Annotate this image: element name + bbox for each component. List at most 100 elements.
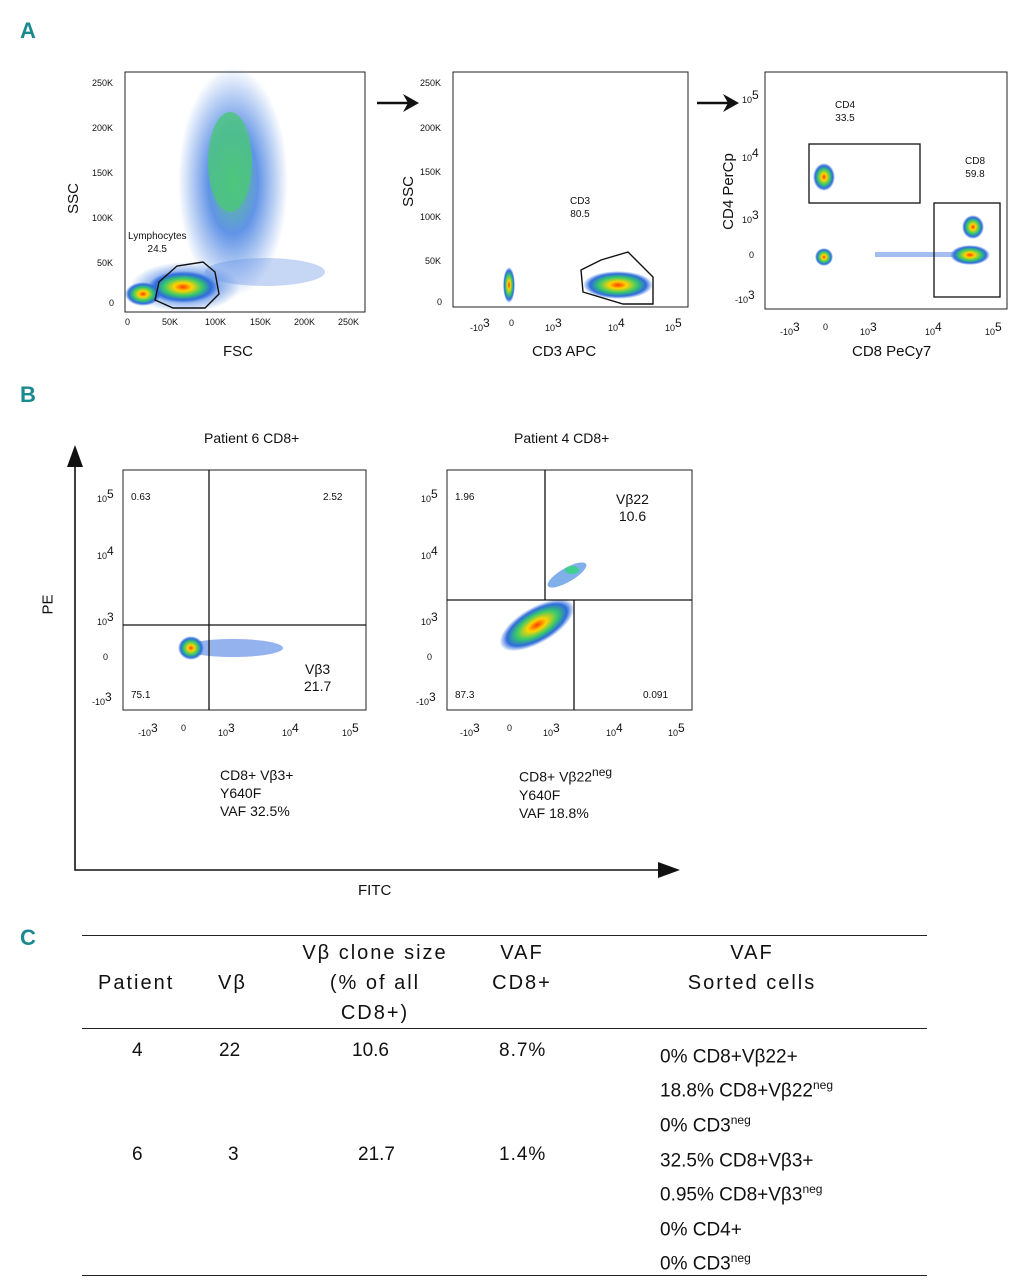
xtick: 0: [823, 322, 829, 332]
table-top-rule: [82, 935, 927, 936]
table-header-rule: [82, 1028, 927, 1029]
xtick: -103: [780, 320, 800, 337]
header-patient: Patient: [98, 972, 175, 994]
ytick: 150K: [420, 167, 442, 177]
xtick: 0: [125, 317, 131, 327]
ytick: 103: [421, 610, 438, 627]
xtick: 105: [668, 721, 685, 738]
ytick: 104: [421, 544, 438, 561]
plotB2-note: CD8+ Vβ22neg Y640F VAF 18.8%: [519, 765, 613, 821]
table-cell-clone: 10.6: [352, 1040, 389, 1061]
xtick: 150K: [250, 317, 272, 327]
ytick: 0: [427, 652, 433, 662]
xtick: 250K: [338, 317, 360, 327]
xtick: 103: [545, 316, 562, 333]
plot-title-patient4: Patient 4 CD8+: [514, 430, 610, 446]
ytick: 0: [437, 297, 443, 307]
xtick: 105: [665, 316, 682, 333]
xtick: 105: [985, 320, 1002, 337]
quadrant-ur-value: 2.52: [323, 492, 343, 503]
quadrant-ul-value: 1.96: [455, 492, 475, 503]
ytick: 200K: [92, 123, 114, 133]
xtick: -103: [138, 721, 158, 738]
gate-cd3-label: CD3 80.5: [570, 196, 591, 220]
y-axis-title: CD4 PerCp: [719, 153, 737, 230]
plot-title-patient6: Patient 6 CD8+: [204, 430, 300, 446]
xtick: 200K: [294, 317, 316, 327]
header-vaf-cd8: VAF CD8+: [492, 942, 552, 994]
table-cell-sorted: 32.5% CD8+Vβ3+ 0.95% CD8+Vβ3neg 0% CD4+ …: [660, 1150, 823, 1275]
xtick: -103: [460, 721, 480, 738]
panel-label-b: B: [20, 382, 36, 407]
ytick: 0: [109, 298, 115, 308]
table-cell-vaf: 8.7%: [499, 1040, 547, 1061]
axes-arrows: [67, 445, 680, 878]
scatter-plot-cd3-ssc: [452, 71, 689, 308]
table-cell-patient: 4: [132, 1040, 143, 1061]
ytick: 50K: [97, 258, 114, 268]
ytick: 250K: [420, 78, 442, 88]
xtick: -103: [470, 316, 490, 333]
xtick: 0: [509, 318, 515, 328]
table-cell-vb: 3: [228, 1144, 239, 1165]
ytick: -103: [735, 288, 755, 305]
arrow-right-icon: [377, 94, 419, 112]
header-vaf-sorted: VAF Sorted cells: [687, 942, 817, 994]
header-clone-size: Vβ clone size (% of all CD8+): [302, 942, 448, 1024]
x-axis-title: CD8 PeCy7: [852, 343, 932, 360]
quadrant-plot-patient6: [122, 469, 367, 711]
ytick: 104: [742, 146, 759, 163]
xtick: 104: [925, 320, 942, 337]
table-cell-vaf: 1.4%: [499, 1144, 547, 1165]
y-axis-title-pe: PE: [39, 594, 57, 615]
ytick: 104: [97, 544, 114, 561]
quadrant-ll-value: 87.3: [455, 690, 475, 701]
ytick: 0: [103, 652, 109, 662]
xtick: 104: [608, 316, 625, 333]
ytick: 105: [97, 487, 114, 504]
table-cell-patient: 6: [132, 1144, 143, 1165]
gate-cd8-label: CD8 59.8: [965, 156, 986, 180]
ytick: 100K: [420, 212, 442, 222]
xtick: 103: [543, 721, 560, 738]
xtick: 0: [507, 723, 513, 733]
vb22-gate-label: Vβ22 10.6: [616, 491, 649, 524]
panel-label-a: A: [20, 18, 36, 43]
quadrant-plot-patient4: [446, 469, 693, 711]
arrow-right-icon: [697, 94, 739, 112]
y-axis-title: SSC: [64, 183, 82, 214]
x-axis-title-fitc: FITC: [358, 882, 392, 899]
ytick: 200K: [420, 123, 442, 133]
quadrant-ll-value: 75.1: [131, 690, 151, 701]
ytick: 100K: [92, 213, 114, 223]
gate-lymphocytes-label: Lymphocytes 24.5: [128, 231, 187, 255]
ytick: 105: [742, 88, 759, 105]
table-bottom-rule: [82, 1275, 927, 1276]
ytick: 150K: [92, 168, 114, 178]
gate-cd4-label: CD4 33.5: [835, 100, 856, 124]
ytick: 105: [421, 487, 438, 504]
xtick: 50K: [162, 317, 179, 327]
xtick: 104: [282, 721, 299, 738]
vb3-gate-label: Vβ3 21.7: [304, 661, 332, 694]
y-axis-title: SSC: [399, 176, 417, 207]
ytick: 50K: [425, 256, 442, 266]
scatter-plot-fsc-ssc: [124, 67, 366, 313]
panel-label-c: C: [20, 925, 36, 950]
ytick: 0: [749, 250, 755, 260]
ytick: 250K: [92, 78, 114, 88]
xtick: 0: [181, 723, 187, 733]
ytick: 103: [742, 208, 759, 225]
table-cell-vb: 22: [219, 1040, 241, 1061]
xtick: 105: [342, 721, 359, 738]
ytick: 103: [97, 610, 114, 627]
xtick: 103: [218, 721, 235, 738]
table-cell-clone: 21.7: [358, 1144, 395, 1165]
xtick: 104: [606, 721, 623, 738]
scatter-plot-cd8-cd4: [764, 71, 1008, 310]
ytick: -103: [92, 690, 112, 707]
table-cell-sorted: 0% CD8+Vβ22+ 18.8% CD8+Vβ22neg 0% CD3neg: [660, 1046, 834, 1136]
xtick: 100K: [205, 317, 227, 327]
plotB1-note: CD8+ Vβ3+ Y640F VAF 32.5%: [220, 767, 294, 819]
x-axis-title: FSC: [223, 343, 253, 360]
